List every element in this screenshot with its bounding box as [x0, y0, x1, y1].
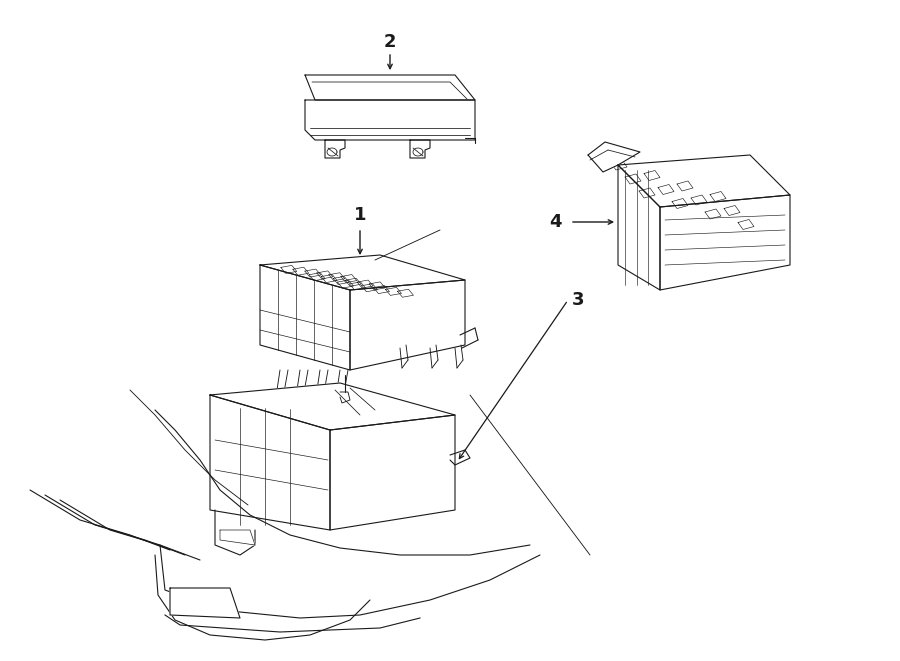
Polygon shape	[588, 142, 640, 172]
Text: 2: 2	[383, 33, 396, 51]
Text: 4: 4	[550, 213, 562, 231]
Polygon shape	[325, 140, 345, 158]
Polygon shape	[260, 255, 465, 290]
Text: 1: 1	[354, 206, 366, 224]
Polygon shape	[350, 280, 465, 370]
Polygon shape	[330, 415, 455, 530]
Text: 3: 3	[572, 291, 584, 309]
Polygon shape	[305, 75, 475, 100]
Polygon shape	[170, 588, 240, 618]
Polygon shape	[618, 155, 790, 207]
Polygon shape	[210, 383, 455, 430]
Polygon shape	[305, 100, 475, 140]
Polygon shape	[660, 195, 790, 290]
Polygon shape	[210, 395, 330, 530]
Polygon shape	[618, 165, 660, 290]
Polygon shape	[260, 265, 350, 370]
Polygon shape	[410, 140, 430, 158]
Polygon shape	[220, 530, 255, 545]
